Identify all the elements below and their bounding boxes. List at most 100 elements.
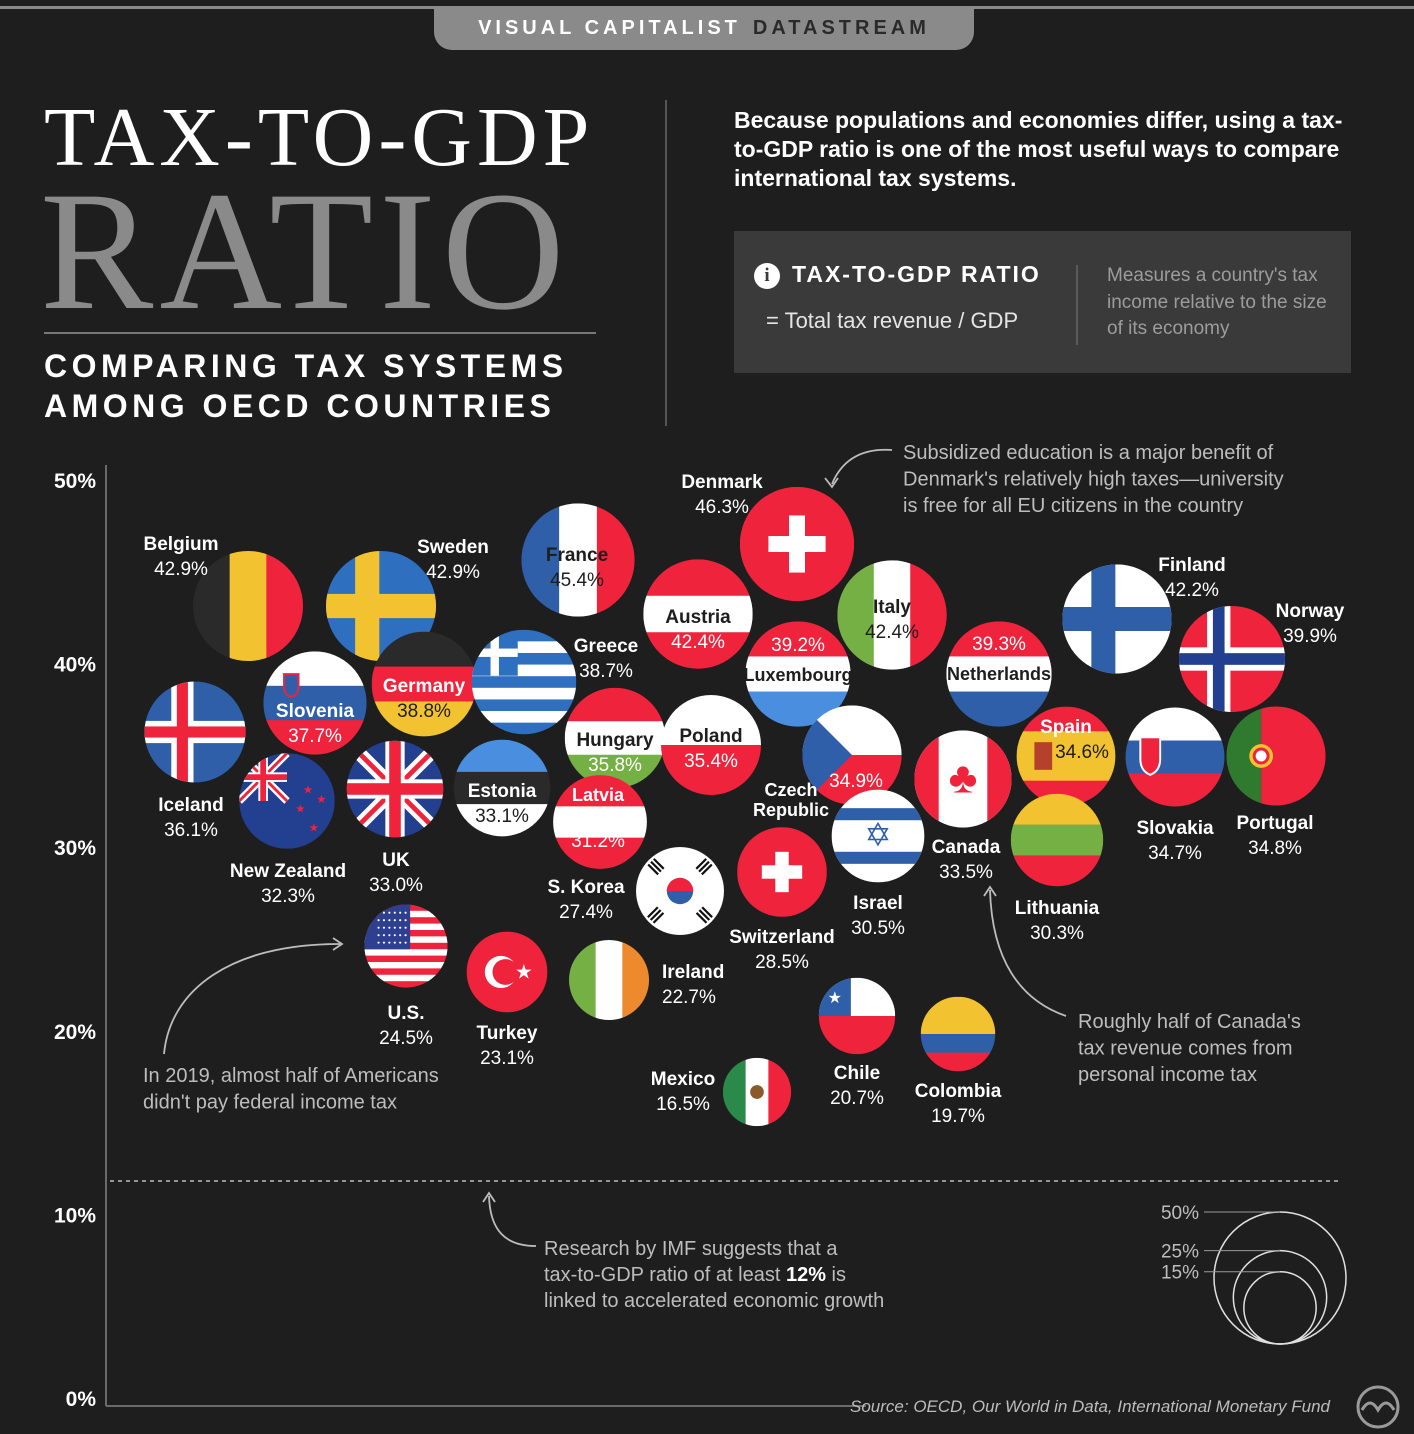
title-rule (44, 332, 596, 334)
star: ★ (316, 794, 326, 806)
country-value: 32.3% (261, 886, 315, 907)
y-tick-label: 50% (54, 470, 96, 493)
star: ★ (515, 961, 533, 983)
country-value: 38.8% (397, 701, 451, 722)
legend-label: 50% (1161, 1203, 1199, 1224)
country-name: Italy (873, 597, 911, 618)
label-iceland: Iceland 36.1% (158, 795, 223, 841)
country-value: 30.3% (1030, 923, 1084, 944)
country-name: Netherlands (947, 664, 1051, 684)
country-name: Israel (853, 893, 903, 914)
label-slovakia: Slovakia 34.7% (1136, 818, 1214, 864)
intro-text: Because populations and economies differ… (734, 107, 1343, 191)
country-value: 39.2% (771, 635, 825, 656)
country-name: Germany (383, 676, 466, 697)
label-luxembourg: 39.2% Luxembourg (743, 635, 852, 685)
bubble-uk (346, 740, 444, 838)
country-value: 34.7% (1148, 843, 1202, 864)
country-value: 42.4% (671, 632, 725, 653)
info-icon: i (754, 263, 780, 289)
label-colombia: Colombia 19.7% (915, 1081, 1002, 1127)
bubble-chile: ★ (818, 977, 896, 1055)
country-name: Turkey (477, 1023, 538, 1044)
arrowhead (332, 937, 344, 951)
title-line-2: RATIO (40, 157, 571, 345)
bubble-lithuania (1010, 793, 1104, 887)
country-value: 22.7% (662, 987, 716, 1008)
label-switzerland: Switzerland 28.5% (729, 927, 835, 973)
country-value: 39.9% (1283, 626, 1337, 647)
bubble-colombia (920, 996, 996, 1072)
country-name: Slovenia (276, 701, 355, 722)
country-name: S. Korea (547, 877, 625, 898)
label-hungary: Hungary 35.8% (576, 730, 654, 776)
bubble-poland (661, 695, 761, 795)
country-value: 39.3% (972, 634, 1026, 655)
annotation-canada-line: tax revenue comes from (1078, 1038, 1293, 1060)
size-legend: 50% 25%15% (1161, 1203, 1347, 1345)
y-tick-label: 0% (66, 1388, 97, 1411)
country-name: Portugal (1236, 813, 1313, 834)
country-value: 24.5% (379, 1028, 433, 1049)
country-value: 34.6% (1055, 742, 1109, 763)
country-value: 35.4% (684, 751, 738, 772)
country-name: Poland (679, 726, 742, 747)
country-name: Lithuania (1015, 898, 1100, 919)
label-norway: Norway 39.9% (1276, 601, 1345, 647)
bubble-finland (1062, 564, 1172, 674)
label-uk: UK 33.0% (369, 850, 423, 896)
bubble-portugal (1226, 706, 1326, 806)
annotation-denmark-line: Denmark's relatively high taxes—universi… (903, 469, 1284, 491)
label-poland: Poland 35.4% (679, 726, 742, 772)
label-italy: Italy 42.4% (865, 597, 919, 643)
country-name: Sweden (417, 537, 489, 558)
y-tick-label: 30% (54, 837, 96, 860)
definition-description: Measures a country's tax income relative… (1107, 265, 1327, 339)
brand-tab: VISUAL CAPITALIST DATASTREAM (434, 6, 974, 50)
star-of-david-icon: ✡ (864, 817, 891, 853)
country-value: 27.4% (559, 902, 613, 923)
label-s-korea: S. Korea 27.4% (547, 877, 625, 923)
star: ★ (303, 784, 313, 796)
country-name: Spain (1040, 717, 1092, 738)
country-value: 36.1% (164, 820, 218, 841)
country-name: Mexico (651, 1069, 715, 1090)
annotation-threshold-line: Research by IMF suggests that a (544, 1238, 838, 1260)
label-israel: Israel 30.5% (851, 893, 905, 939)
label-finland: Finland 42.2% (1158, 555, 1226, 601)
legend-circle (1213, 1211, 1347, 1345)
country-name: Colombia (915, 1081, 1002, 1102)
label-germany: Germany 38.8% (383, 676, 466, 722)
country-name: Chile (834, 1063, 880, 1084)
annotation-denmark-line: Subsidized education is a major benefit … (903, 442, 1274, 464)
maple-leaf-icon: ♣ (949, 754, 978, 803)
label-ireland: Ireland 22.7% (662, 962, 724, 1008)
bubble-switzerland (737, 827, 827, 917)
visual-capitalist-logo-icon (1356, 1385, 1400, 1429)
annotation-canada: Roughly half of Canada's tax revenue come… (1078, 1011, 1301, 1086)
country-name: Hungary (576, 730, 654, 751)
annotation-us-line: didn't pay federal income tax (143, 1092, 397, 1114)
country-value: 42.2% (1165, 580, 1219, 601)
country-name: Finland (1158, 555, 1226, 576)
label-chile: Chile 20.7% (830, 1063, 884, 1109)
label-u-s-: U.S. 24.5% (379, 1003, 433, 1049)
country-name: Czech (764, 780, 817, 800)
annotation-canada-line: personal income tax (1078, 1064, 1257, 1086)
arrowhead (983, 885, 997, 897)
bubble-iceland (144, 681, 246, 783)
header-divider (665, 100, 667, 426)
label-portugal: Portugal 34.8% (1236, 813, 1313, 859)
subtitle-line-2: AMONG OECD COUNTRIES (44, 388, 556, 424)
title-line-1: TAX-TO-GDP (44, 91, 595, 184)
bubble-norway (1178, 605, 1286, 713)
y-tick-label: 40% (54, 654, 96, 677)
star: ★ (828, 989, 842, 1007)
label-lithuania: Lithuania 30.3% (1015, 898, 1100, 944)
label-france: France 45.4% (546, 545, 608, 591)
annotation-us-line: In 2019, almost half of Americans (143, 1065, 439, 1087)
country-name: New Zealand (230, 861, 346, 882)
arrowhead (482, 1191, 496, 1203)
country-name: Luxembourg (743, 665, 852, 685)
